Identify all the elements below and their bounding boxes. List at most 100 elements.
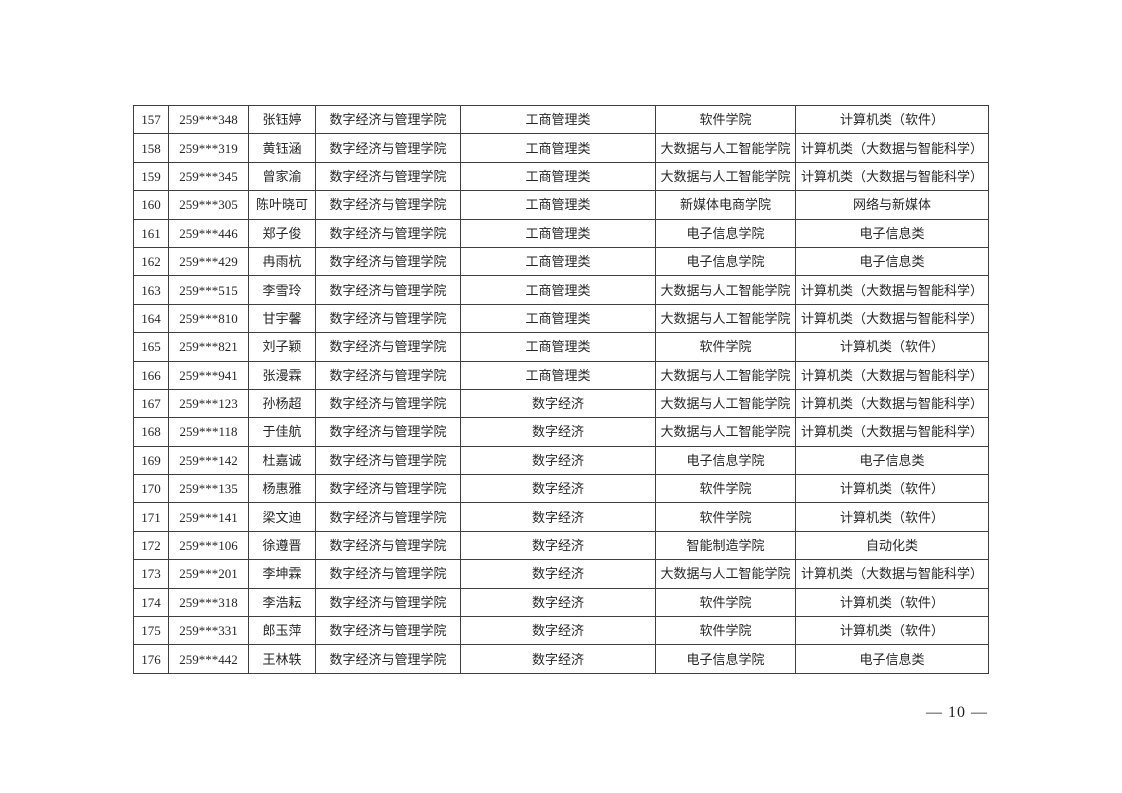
student-name-cell: 张漫霖 [248,360,316,390]
student-name-cell: 梁文迪 [248,502,316,532]
target-college-cell: 大数据与人工智能学院 [655,417,796,447]
table-row: 173 259***201 李坤霖 数字经济与管理学院 数字经济 大数据与人工智能学院 计算… [133,559,989,589]
original-major-category-cell: 工商管理类 [460,360,656,390]
table-row: 167 259***123 孙杨超 数字经济与管理学院 数字经济 大数据与人工智能学院 计算… [133,388,989,419]
exam-id-cell: 259***821 [168,332,249,362]
student-name-cell: 甘宇馨 [248,303,316,334]
table-row: 170 259***135 杨惠雅 数字经济与管理学院 数字经济 软件学院 计算机类（软件） [133,474,989,504]
exam-id-cell: 259***106 [168,530,249,561]
row-number-cell: 161 [133,218,169,248]
exam-id-cell: 259***429 [168,246,249,277]
student-name-cell: 曾家渝 [248,161,316,192]
target-college-cell: 软件学院 [655,502,796,532]
student-transfer-table: 157 259***348 张钰婷 数字经济与管理学院 工商管理类 软件学院 计算机类（软件… [133,104,989,674]
original-major-category-cell: 数字经济 [460,587,656,618]
exam-id-cell: 259***941 [168,360,249,390]
target-major-category-cell: 计算机类（软件） [795,616,989,646]
target-major-category-cell: 电子信息类 [795,445,989,476]
page-number: — 10 — [926,704,988,721]
original-college-cell: 数字经济与管理学院 [315,133,461,163]
target-major-category-cell: 计算机类（软件） [795,587,989,618]
row-number-cell: 166 [133,360,169,390]
row-number-cell: 164 [133,303,169,334]
table-row: 176 259***442 王林轶 数字经济与管理学院 数字经济 电子信息学院 电子信息类 [133,644,989,674]
target-college-cell: 电子信息学院 [655,218,796,248]
original-college-cell: 数字经济与管理学院 [315,388,461,419]
target-major-category-cell: 电子信息类 [795,644,989,674]
target-major-category-cell: 网络与新媒体 [795,190,989,220]
original-major-category-cell: 工商管理类 [460,133,656,163]
row-number-cell: 172 [133,530,169,561]
table-row: 171 259***141 梁文迪 数字经济与管理学院 数字经济 软件学院 计算机类（软件） [133,502,989,532]
target-major-category-cell: 计算机类（软件） [795,474,989,504]
student-name-cell: 郑子俊 [248,218,316,248]
original-college-cell: 数字经济与管理学院 [315,644,461,674]
target-college-cell: 电子信息学院 [655,246,796,277]
target-college-cell: 软件学院 [655,616,796,646]
student-name-cell: 李浩耘 [248,587,316,618]
original-college-cell: 数字经济与管理学院 [315,246,461,277]
row-number-cell: 173 [133,559,169,589]
exam-id-cell: 259***345 [168,161,249,192]
original-major-category-cell: 工商管理类 [460,246,656,277]
exam-id-cell: 259***515 [168,275,249,305]
original-college-cell: 数字经济与管理学院 [315,275,461,305]
original-college-cell: 数字经济与管理学院 [315,559,461,589]
row-number-cell: 160 [133,190,169,220]
original-college-cell: 数字经济与管理学院 [315,104,461,135]
row-number-cell: 163 [133,275,169,305]
table-row: 160 259***305 陈叶晓可 数字经济与管理学院 工商管理类 新媒体电商学院 网络与… [133,190,989,220]
original-major-category-cell: 工商管理类 [460,104,656,135]
original-college-cell: 数字经济与管理学院 [315,417,461,447]
table-row: 165 259***821 刘子颖 数字经济与管理学院 工商管理类 软件学院 计算机类（软件… [133,332,989,362]
target-college-cell: 电子信息学院 [655,445,796,476]
target-major-category-cell: 自动化类 [795,530,989,561]
student-name-cell: 王林轶 [248,644,316,674]
table-row: 175 259***331 郎玉萍 数字经济与管理学院 数字经济 软件学院 计算机类（软件） [133,616,989,646]
row-number-cell: 162 [133,246,169,277]
target-major-category-cell: 计算机类（大数据与智能科学） [795,559,989,589]
original-college-cell: 数字经济与管理学院 [315,332,461,362]
exam-id-cell: 259***318 [168,587,249,618]
exam-id-cell: 259***141 [168,502,249,532]
table-body: 157 259***348 张钰婷 数字经济与管理学院 工商管理类 软件学院 计算机类（软件… [133,104,989,674]
target-college-cell: 大数据与人工智能学院 [655,303,796,334]
table-row: 164 259***810 甘宇馨 数字经济与管理学院 工商管理类 大数据与人工智能学院计… [133,303,989,334]
target-major-category-cell: 计算机类（软件） [795,502,989,532]
exam-id-cell: 259***331 [168,616,249,646]
original-college-cell: 数字经济与管理学院 [315,303,461,334]
target-major-category-cell: 电子信息类 [795,246,989,277]
student-name-cell: 黄钰涵 [248,133,316,163]
row-number-cell: 170 [133,474,169,504]
exam-id-cell: 259***446 [168,218,249,248]
original-major-category-cell: 工商管理类 [460,332,656,362]
original-major-category-cell: 数字经济 [460,644,656,674]
row-number-cell: 159 [133,161,169,192]
target-major-category-cell: 计算机类（大数据与智能科学） [795,275,989,305]
target-major-category-cell: 计算机类（大数据与智能科学） [795,388,989,419]
table-row: 166 259***941 张漫霖 数字经济与管理学院 工商管理类 大数据与人工智能学院计… [133,360,989,390]
student-name-cell: 于佳航 [248,417,316,447]
row-number-cell: 176 [133,644,169,674]
row-number-cell: 168 [133,417,169,447]
student-name-cell: 张钰婷 [248,104,316,135]
student-name-cell: 郎玉萍 [248,616,316,646]
original-college-cell: 数字经济与管理学院 [315,530,461,561]
row-number-cell: 158 [133,133,169,163]
student-name-cell: 徐遵晋 [248,530,316,561]
table-row: 162 259***429 冉雨杭 数字经济与管理学院 工商管理类 电子信息学院 电子信息类 [133,246,989,277]
original-college-cell: 数字经济与管理学院 [315,616,461,646]
target-college-cell: 软件学院 [655,474,796,504]
table-row: 163 259***515 李雪玲 数字经济与管理学院 工商管理类 大数据与人工智能学院计… [133,275,989,305]
target-college-cell: 大数据与人工智能学院 [655,161,796,192]
student-name-cell: 杨惠雅 [248,474,316,504]
student-name-cell: 冉雨杭 [248,246,316,277]
original-college-cell: 数字经济与管理学院 [315,445,461,476]
student-name-cell: 杜嘉诚 [248,445,316,476]
target-major-category-cell: 计算机类（大数据与智能科学） [795,133,989,163]
target-college-cell: 大数据与人工智能学院 [655,275,796,305]
row-number-cell: 174 [133,587,169,618]
target-major-category-cell: 计算机类（大数据与智能科学） [795,360,989,390]
table-row: 158 259***319 黄钰涵 数字经济与管理学院 工商管理类 大数据与人工智能学院计… [133,133,989,163]
